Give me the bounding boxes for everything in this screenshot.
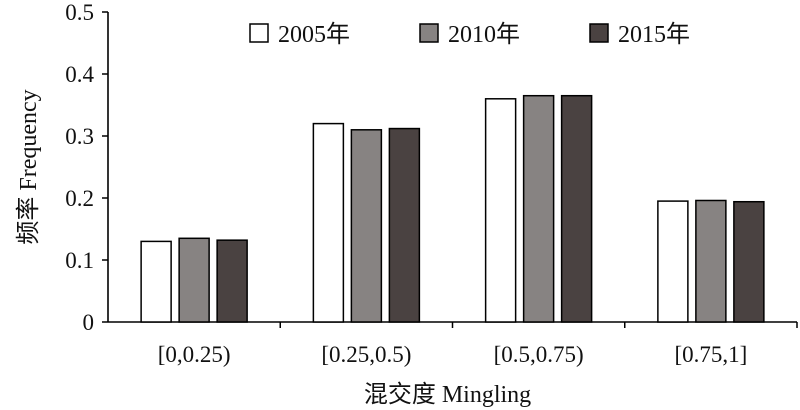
bar-1-3 — [484, 98, 517, 323]
legend: 2005年 2010年 2015年 — [249, 21, 690, 48]
bar-1-1 — [140, 240, 172, 323]
legend-swatch — [249, 23, 269, 43]
x-category-labels: [0,0.25) [0.25,0.5) [0.5,0.75) [0.75,1] — [158, 342, 748, 367]
legend-swatch — [419, 23, 439, 43]
y-tick-label: 0.4 — [65, 62, 94, 87]
bar-1-4 — [657, 200, 689, 323]
bar-2-1 — [178, 237, 210, 323]
legend-item-3: 2015年 — [589, 21, 690, 48]
legend-label: 2015年 — [618, 21, 690, 48]
x-category-label: [0.25,0.5) — [321, 342, 411, 367]
chart-bars — [140, 94, 765, 323]
bar-2-2 — [350, 129, 383, 323]
x-category-label: [0.5,0.75) — [494, 342, 584, 367]
x-axis-label: 混交度 Mingling — [364, 381, 531, 408]
y-tick-label: 0.5 — [65, 0, 94, 25]
legend-label: 2010年 — [448, 21, 520, 48]
y-tick-label: 0.1 — [65, 248, 94, 273]
bar-3-1 — [216, 239, 248, 323]
bar-3-2 — [388, 127, 421, 323]
legend-item-2: 2010年 — [419, 21, 520, 48]
legend-swatch — [589, 23, 609, 43]
x-category-label: [0,0.25) — [158, 342, 231, 367]
legend-item-1: 2005年 — [249, 21, 350, 48]
y-tick-label: 0.3 — [65, 124, 94, 149]
y-tick-label: 0.2 — [65, 186, 94, 211]
y-tick-label: 0 — [83, 310, 95, 335]
bar-3-4 — [733, 200, 765, 323]
bar-2-3 — [522, 94, 555, 323]
legend-label: 2005年 — [278, 21, 350, 48]
y-axis-label: 频率 Frequency — [15, 89, 42, 244]
y-tick-labels: 0 0.1 0.2 0.3 0.4 0.5 — [65, 0, 94, 335]
x-category-label: [0.75,1] — [674, 342, 747, 367]
bar-2-4 — [695, 199, 727, 323]
bar-3-3 — [560, 94, 593, 323]
bar-1-2 — [312, 122, 345, 323]
